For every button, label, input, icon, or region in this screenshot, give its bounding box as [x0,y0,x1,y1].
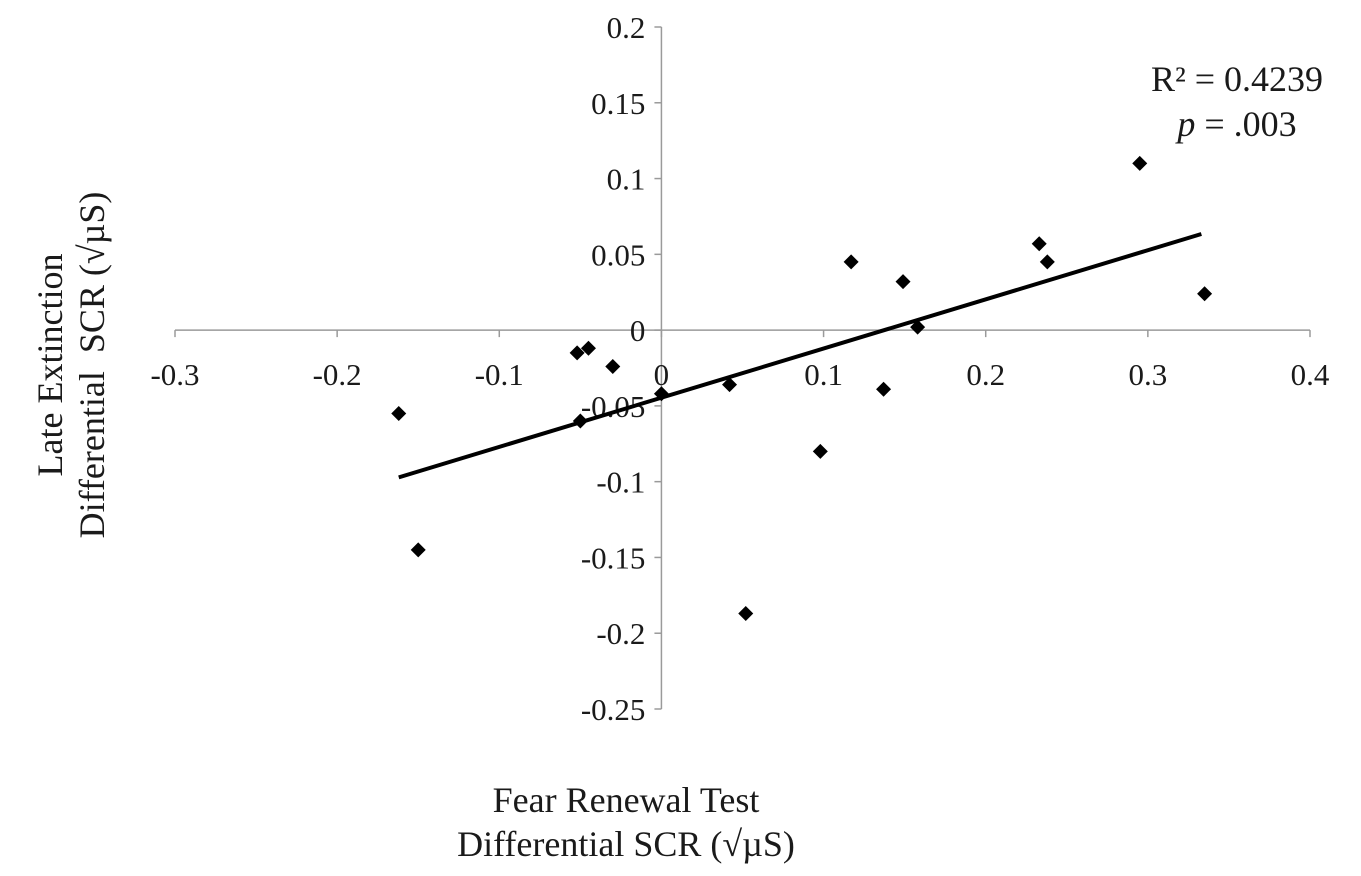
data-point [812,443,828,459]
y-tick-label: 0.1 [607,162,646,197]
data-point [738,606,754,622]
data-point [843,254,859,270]
x-tick-label: 0.2 [966,357,1005,392]
data-point [1031,236,1047,252]
data-point [722,377,738,393]
data-points [391,155,1213,622]
data-point [1039,254,1055,270]
y-tick-label: 0.15 [591,86,645,121]
y-axis-title-line-2: Differential SCR (√µS) [72,192,112,539]
data-point [895,274,911,290]
data-point [910,319,926,335]
data-point [1132,155,1148,171]
y-tick-label: 0.2 [607,10,646,45]
data-point [569,345,585,361]
data-point [572,413,588,429]
p-value-annotation: p = .003 [1174,104,1296,144]
x-tick-label: 0.4 [1291,357,1330,392]
y-tick-label: -0.1 [596,465,645,500]
data-point [876,381,892,397]
y-tick-label: -0.25 [581,692,646,727]
x-axis-title-line-2: Differential SCR (√µS) [457,824,795,864]
data-point [653,386,669,402]
y-axis-title: Late Extinction Differential SCR (√µS) [30,192,112,539]
r-squared-annotation: R² = 0.4239 [1151,59,1323,99]
y-tick-label: 0 [630,313,646,348]
x-tick-label: -0.3 [150,357,199,392]
trendline [398,232,1202,480]
x-axis-title-line-1: Fear Renewal Test [493,780,760,820]
p-value: = .003 [1195,104,1296,144]
axes [174,26,1311,710]
p-symbol: p [1174,104,1195,144]
x-tick-labels: -0.3 -0.2 -0.1 0 0.1 0.2 0.3 0.4 [150,357,1329,392]
y-tick-label: -0.15 [581,540,646,575]
y-tick-labels: 0.20.150.10.050-0.05-0.1-0.15-0.2-0.25 [581,10,646,727]
data-point [605,358,621,374]
data-point [1197,286,1213,302]
x-tick-label: -0.2 [313,357,362,392]
data-point [391,405,407,421]
x-tick-label: 0 [654,357,670,392]
trendline-group [398,232,1202,480]
y-tick-label: -0.2 [596,616,645,651]
y-axis-title-line-1: Late Extinction [30,254,70,477]
data-point [580,340,596,356]
x-tick-label: 0.1 [804,357,843,392]
y-tick-label: 0.05 [591,237,645,272]
x-tick-label: -0.1 [475,357,524,392]
x-tick-label: 0.3 [1128,357,1167,392]
data-point [410,542,426,558]
